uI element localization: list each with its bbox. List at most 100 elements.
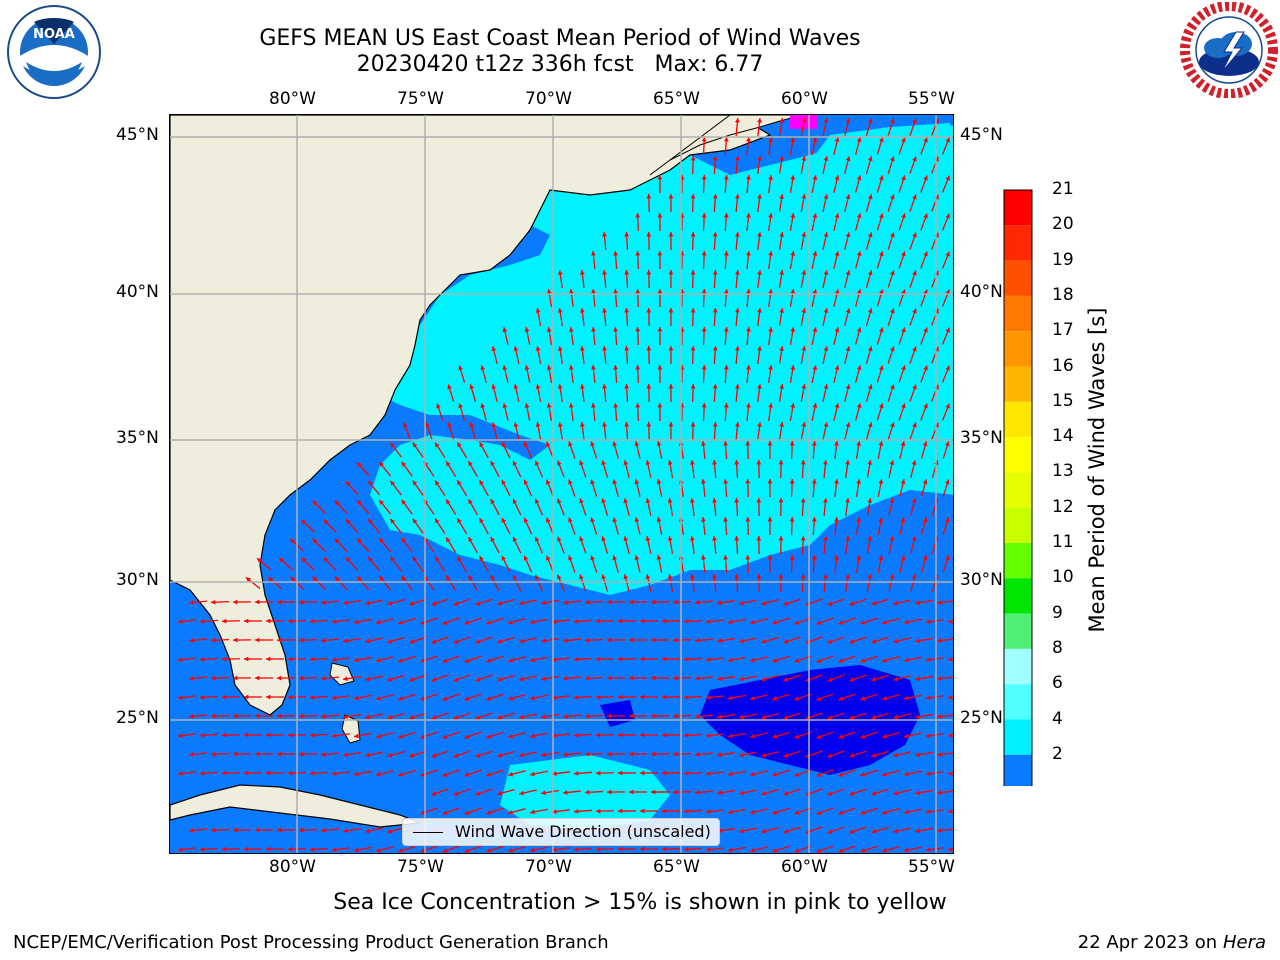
wind-arrow-head: [479, 442, 484, 448]
wind-arrow-head: [834, 441, 839, 446]
wind-arrow-head: [794, 848, 800, 853]
wind-arrow-head: [623, 574, 629, 580]
wind-arrow-head: [595, 770, 601, 776]
wind-arrow-head: [464, 734, 470, 739]
wind-arrow-head: [816, 620, 822, 625]
wind-arrow-head: [475, 791, 481, 796]
wind-arrow-head: [650, 599, 656, 605]
wind-arrow-head: [757, 156, 762, 161]
wind-arrow: [952, 286, 953, 288]
wind-arrow-head: [694, 752, 700, 757]
wind-arrow-head: [915, 714, 920, 720]
colorbar-tick-label: 21: [1052, 179, 1074, 199]
wind-arrow-head: [490, 537, 495, 543]
wind-arrow-head: [779, 232, 785, 237]
wind-arrow-head: [761, 790, 767, 796]
wind-arrow-head: [838, 734, 844, 739]
wind-arrow-head: [838, 772, 844, 777]
wind-arrow-head: [922, 555, 928, 561]
wind-arrow-head: [912, 384, 917, 390]
colorbar-tick-label: 8: [1052, 637, 1063, 658]
right-lat-tick: 45°N: [960, 125, 1003, 145]
wind-arrow-head: [634, 555, 640, 561]
wind-arrow-head: [667, 498, 673, 503]
wind-arrow-head: [947, 770, 953, 776]
wind-arrow-head: [739, 714, 744, 720]
wind-arrow-head: [210, 713, 216, 719]
wind-arrow-head: [867, 118, 873, 124]
wind-arrow-head: [354, 695, 359, 701]
wind-arrow-head: [926, 847, 931, 853]
wind-arrow-head: [365, 828, 370, 834]
wind-arrow-head: [838, 810, 844, 815]
wind-arrow-head: [893, 790, 899, 796]
wind-arrow-head: [265, 656, 271, 662]
wind-arrow-head: [412, 518, 418, 524]
wind-arrow-head: [221, 618, 227, 624]
wind-arrow-head: [912, 270, 917, 276]
wind-arrow-head: [845, 118, 851, 124]
wind-arrow-head: [668, 384, 674, 389]
wind-arrow-head: [827, 791, 833, 796]
wind-arrow-head: [889, 574, 895, 579]
wind-arrow-head: [591, 327, 596, 332]
footer-host: Hera: [1222, 932, 1266, 953]
wind-arrow-head: [617, 618, 623, 624]
wind-arrow: [952, 362, 953, 364]
wind-arrow-head: [882, 619, 888, 625]
wind-arrow-head: [893, 828, 899, 834]
wind-arrow-head: [320, 828, 326, 833]
wind-arrow-head: [568, 403, 574, 408]
wind-arrow-head: [937, 600, 942, 605]
top-lon-tick: 55°W: [908, 89, 955, 109]
wind-arrow-head: [332, 847, 337, 852]
wind-arrow-head: [790, 403, 796, 408]
wind-arrow-head: [446, 537, 451, 543]
wind-arrow-head: [497, 676, 503, 682]
wind-arrow-head: [512, 460, 518, 466]
wind-arrow-head: [523, 479, 529, 485]
colorbar-segment: [1004, 578, 1032, 614]
wind-arrow-head: [243, 770, 249, 776]
wind-arrow-head: [779, 422, 785, 427]
colorbar-tick-label: 15: [1052, 390, 1074, 411]
wind-arrow-head: [447, 422, 452, 428]
wind-arrow-head: [856, 517, 862, 522]
wind-arrow-head: [464, 620, 470, 625]
wind-arrow-head: [823, 574, 828, 579]
wind-arrow-head: [221, 694, 227, 700]
wind-arrow-head: [645, 460, 651, 465]
wind-arrow-head: [937, 638, 942, 643]
wind-arrow-head: [612, 517, 618, 523]
wind-arrow-head: [683, 732, 689, 738]
wind-arrow-head: [668, 194, 674, 199]
wind-arrow-head: [464, 696, 470, 701]
wind-arrow-head: [690, 422, 696, 427]
wind-arrow-head: [712, 156, 718, 161]
wind-arrow-head: [783, 601, 789, 606]
wind-arrow-head: [712, 574, 717, 579]
wind-arrow-head: [541, 714, 546, 720]
wind-arrow-head: [926, 809, 931, 815]
wind-arrow-head: [756, 460, 762, 465]
wind-arrow-head: [457, 556, 462, 562]
wind-arrow-head: [442, 848, 448, 853]
wind-arrow-head: [431, 715, 437, 720]
wind-arrow-head: [387, 676, 393, 682]
wind-arrow-head: [568, 517, 573, 523]
wind-arrow-head: [845, 232, 851, 238]
wind-arrow-head: [761, 638, 767, 644]
wind-arrow-head: [491, 346, 497, 352]
wind-arrow-head: [794, 658, 800, 663]
wind-arrow-head: [746, 327, 751, 332]
wind-arrow-head: [602, 308, 607, 313]
wind-arrow-head: [712, 232, 718, 237]
wind-arrow-head: [856, 555, 862, 560]
wind-arrow-head: [739, 790, 744, 796]
wind-arrow-head: [746, 251, 751, 256]
wind-arrow-head: [779, 384, 785, 389]
colorbar-segment: [1004, 507, 1032, 543]
bottom-lon-tick: 60°W: [781, 857, 828, 877]
wind-arrow-head: [768, 403, 773, 408]
nws-logo: [1180, 2, 1278, 98]
